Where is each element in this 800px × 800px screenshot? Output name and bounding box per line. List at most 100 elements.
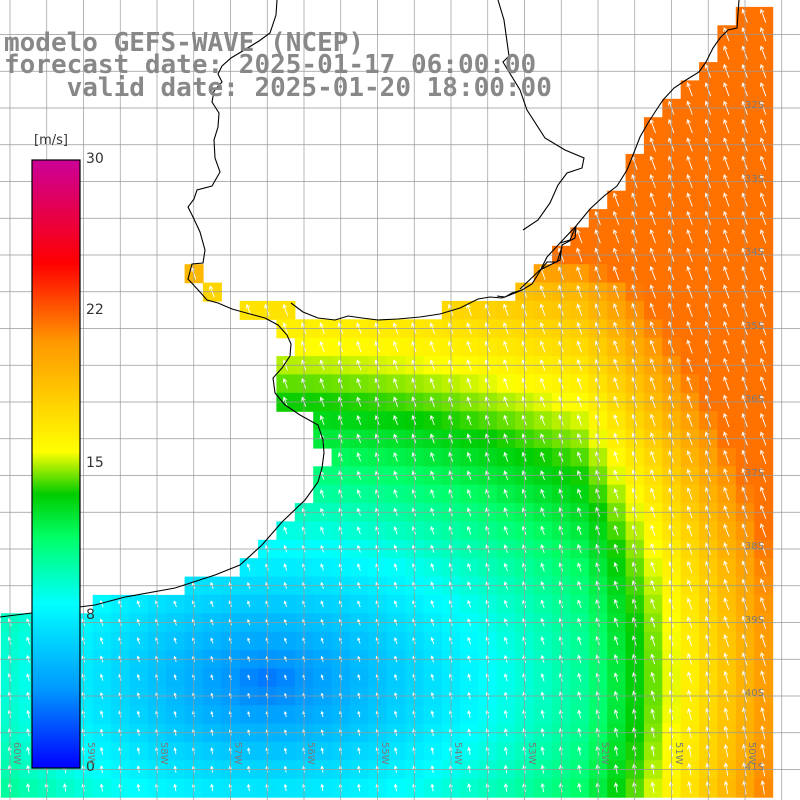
wind-arrow [723, 82, 730, 97]
colorbar-unit: [m/s] [34, 133, 68, 148]
wind-arrow [356, 526, 361, 535]
wind-arrow [357, 710, 361, 718]
wind-arrow [686, 413, 693, 427]
colorbar-tick-30: 30 [86, 151, 104, 167]
wind-arrow [576, 451, 582, 463]
wind-arrow [759, 302, 767, 317]
wind-arrow [503, 783, 509, 792]
wind-arrow [393, 414, 398, 426]
wind-arrow [99, 746, 104, 755]
wind-arrow [467, 746, 472, 755]
wind-arrow [210, 747, 214, 755]
wind-arrow [686, 450, 693, 464]
wind-arrow [759, 412, 767, 428]
wind-arrow [246, 563, 251, 571]
wind-arrow [99, 710, 104, 718]
wind-arrow [246, 600, 251, 608]
wind-arrow [320, 600, 324, 608]
wind-arrow [759, 449, 767, 464]
wind-arrow [577, 746, 582, 756]
wind-arrow [430, 710, 435, 718]
wind-arrow [759, 486, 767, 501]
wind-arrow [26, 636, 31, 645]
wind-arrow [723, 339, 730, 354]
wind-arrow [26, 709, 31, 719]
lat-label: 38S [744, 541, 764, 552]
wind-arrow [760, 780, 766, 795]
lat-label: 32S [744, 100, 764, 111]
wind-arrow [173, 710, 177, 718]
wind-arrow [173, 783, 178, 792]
wind-arrow [650, 708, 655, 720]
wind-arrow [210, 674, 214, 681]
lat-label: 37S [744, 467, 764, 479]
wind-arrow [320, 526, 325, 535]
wind-arrow [576, 414, 582, 426]
wind-arrow [649, 413, 656, 427]
wind-arrow [467, 783, 472, 792]
wind-arrow [430, 600, 435, 608]
wind-arrow [247, 710, 251, 718]
wind-arrow [577, 782, 582, 793]
colorbar-tick-22: 22 [86, 302, 104, 318]
wind-arrow [283, 747, 288, 755]
title-forecast-date: forecast date: 2025-01-17 06:00:00 [4, 50, 537, 80]
wind-arrow [577, 672, 582, 682]
lon-label: 56W [305, 742, 316, 765]
wind-arrow [759, 376, 767, 391]
wind-arrow [760, 633, 766, 648]
wind-arrow [393, 746, 398, 755]
lat-label: 40S [744, 688, 764, 699]
wind-arrow [99, 673, 104, 681]
wind-arrow [430, 563, 435, 571]
wind-arrow [540, 414, 546, 426]
wind-arrow [686, 155, 693, 170]
lat-label: 39S [744, 614, 764, 626]
wind-arrow [503, 525, 509, 535]
wind-arrow [650, 671, 656, 683]
wind-arrow [686, 192, 693, 207]
wind-arrow [759, 118, 767, 134]
wind-arrow [686, 118, 693, 134]
wind-arrow [136, 600, 141, 608]
wind-arrow [393, 489, 398, 498]
wind-arrow [760, 596, 767, 611]
wind-arrow [503, 340, 509, 353]
wind-arrow [357, 637, 361, 644]
wind-arrow [99, 636, 104, 645]
wind-arrow [650, 635, 656, 646]
wind-arrow [283, 600, 288, 608]
wind-arrow [649, 265, 656, 281]
wind-arrow [687, 744, 692, 757]
wind-arrow [613, 340, 619, 353]
wind-arrow [466, 340, 472, 353]
wind-arrow [26, 673, 31, 682]
wind-arrow [759, 45, 767, 60]
wind-arrow [723, 523, 730, 537]
wind-arrow [686, 561, 693, 574]
wind-arrow [99, 783, 104, 792]
wind-arrow [723, 744, 729, 758]
wind-arrow [612, 229, 620, 244]
wind-arrow [136, 783, 141, 792]
lon-label: 55W [378, 742, 390, 765]
lon-label: 50W [746, 742, 757, 765]
wind-arrow [356, 489, 361, 498]
wind-arrow [393, 783, 398, 792]
wind-arrow [759, 229, 767, 244]
wind-arrow [540, 488, 545, 499]
wind-arrow [136, 710, 141, 718]
wind-arrow [723, 118, 730, 134]
wind-arrow [760, 670, 766, 685]
wind-arrow [283, 526, 288, 535]
wind-arrow [649, 192, 656, 207]
wind-arrow [282, 378, 288, 389]
wind-arrow [613, 451, 619, 463]
lon-label: 52W [599, 742, 610, 765]
wind-arrow [577, 599, 582, 609]
wind-arrow [173, 747, 177, 755]
wind-arrow [503, 414, 509, 426]
wind-arrow [612, 192, 620, 207]
wind-arrow [613, 525, 619, 536]
